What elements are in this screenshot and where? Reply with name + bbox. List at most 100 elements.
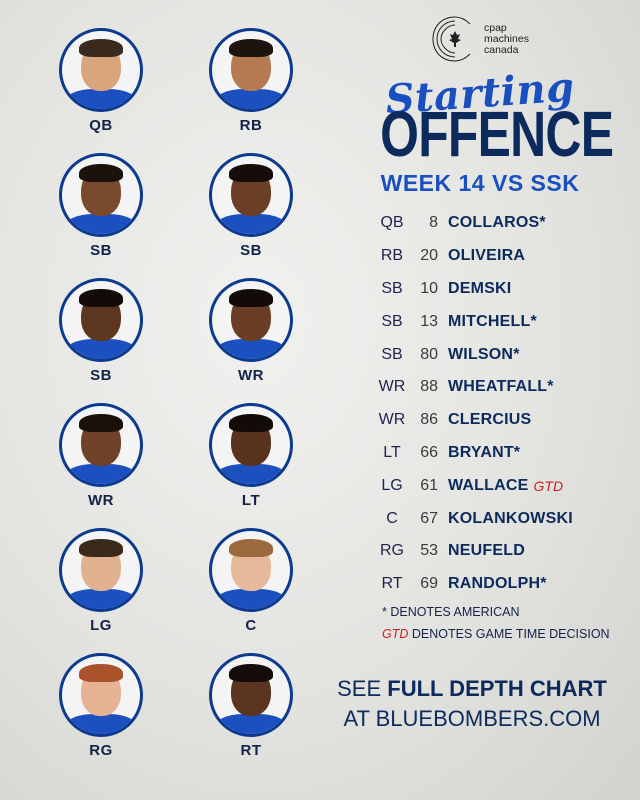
player-portrait-3: SB (46, 153, 156, 259)
roster-row: RB 20 OLIVEIRA (374, 240, 614, 273)
roster-player-name: RANDOLPH* (448, 575, 547, 593)
player-position-label: WR (88, 492, 114, 509)
cta-prefix: SEE (337, 676, 388, 701)
roster-row: C 67 KOLANKOWSKI (374, 502, 614, 535)
player-portrait-10: C (196, 528, 306, 634)
player-portrait-11: RG (46, 653, 156, 759)
roster-number: 13 (420, 312, 438, 330)
roster-number: 10 (420, 279, 438, 297)
roster-player-name: COLLAROS* (448, 214, 546, 232)
roster-player-name: NEUFELD (448, 542, 525, 560)
player-position-label: C (245, 617, 257, 634)
note-american: * DENOTES AMERICAN (382, 605, 520, 619)
roster-position: WR (378, 411, 406, 429)
title-main: OFFENCE (380, 98, 614, 170)
roster-position: RB (380, 247, 404, 265)
player-position-label: WR (238, 367, 264, 384)
player-position-label: RG (89, 742, 113, 759)
roster-row: LT 66 BRYANT* (374, 437, 614, 470)
roster-row: WR 88 WHEATFALL* (374, 371, 614, 404)
player-portrait-7: WR (46, 403, 156, 509)
player-photo (209, 28, 293, 112)
player-photo (209, 153, 293, 237)
roster-number: 80 (420, 345, 438, 363)
gtd-badge: GTD (533, 477, 564, 494)
player-position-label: LT (241, 492, 261, 509)
sponsor-name: cpap machines canada (484, 23, 529, 56)
player-position-label: SB (240, 242, 262, 259)
depth-chart-cta: SEE FULL DEPTH CHART AT BLUEBOMBERS.COM (330, 676, 614, 732)
player-portrait-6: WR (196, 278, 306, 384)
roster-number: 53 (420, 542, 438, 560)
roster-position: RG (380, 542, 404, 560)
roster-player-name: DEMSKI (448, 279, 512, 297)
player-portrait-2: RB (196, 28, 306, 134)
player-portrait-1: QB (46, 28, 156, 134)
cta-line-1: SEE FULL DEPTH CHART (330, 676, 614, 702)
roster-number: 88 (420, 378, 438, 396)
roster-player-name: MITCHELL* (448, 312, 537, 330)
player-portrait-9: LG (46, 528, 156, 634)
roster-row: RG 53 NEUFELD (374, 535, 614, 568)
roster-position: C (386, 509, 398, 527)
roster-row: LG 61 WALLACE GTD (374, 469, 614, 502)
gtd-key: GTD (382, 627, 409, 641)
roster-row: SB 80 WILSON* (374, 338, 614, 371)
roster-row: RT 69 RANDOLPH* (374, 568, 614, 601)
player-portrait-8: LT (196, 403, 306, 509)
player-position-label: RT (240, 742, 262, 759)
player-portrait-4: SB (196, 153, 306, 259)
roster-position: RT (381, 575, 403, 593)
roster-number: 86 (420, 411, 438, 429)
player-photo (59, 528, 143, 612)
roster-row: SB 10 DEMSKI (374, 273, 614, 306)
roster-position: SB (381, 279, 403, 297)
roster-position: SB (381, 312, 403, 330)
player-photo (59, 653, 143, 737)
player-position-label: SB (90, 367, 112, 384)
roster-number: 69 (420, 575, 438, 593)
cta-bold: FULL DEPTH CHART (387, 676, 607, 701)
sponsor-logo: cpap machines canada (430, 14, 570, 68)
roster-player-name: WALLACE (448, 476, 529, 494)
player-photo (59, 278, 143, 362)
cpap-maple-leaf-icon (432, 16, 471, 62)
roster-row: QB 8 COLLAROS* (374, 207, 614, 240)
player-photo (209, 278, 293, 362)
player-portrait-12: RT (196, 653, 306, 759)
roster-number: 66 (420, 443, 438, 461)
roster-row: WR 86 CLERCIUS (374, 404, 614, 437)
roster-position: WR (378, 378, 406, 396)
roster-position: QB (380, 214, 404, 232)
player-photo (209, 403, 293, 487)
roster-row: SB 13 MITCHELL* (374, 305, 614, 338)
roster-position: LT (383, 443, 401, 461)
sponsor-line-3: canada (484, 44, 519, 56)
roster-position: LG (381, 476, 403, 494)
roster-player-name: WILSON* (448, 345, 520, 363)
player-position-label: SB (90, 242, 112, 259)
roster-number: 61 (420, 476, 438, 494)
player-position-label: RB (239, 117, 263, 134)
player-photo (59, 403, 143, 487)
sponsor-line-1: cpap (484, 22, 507, 34)
player-portrait-5: SB (46, 278, 156, 384)
roster-position: SB (381, 345, 403, 363)
player-photo (209, 653, 293, 737)
roster-number: 20 (420, 247, 438, 265)
game-subtitle: WEEK 14 VS SSK (380, 170, 580, 196)
player-photo (59, 28, 143, 112)
roster-player-name: CLERCIUS (448, 411, 532, 429)
roster-player-name: BRYANT* (448, 443, 521, 461)
note-gtd: GTD DENOTES GAME TIME DECISION (382, 627, 610, 649)
roster-number: 8 (429, 214, 438, 232)
player-photo (209, 528, 293, 612)
roster-player-name: WHEATFALL* (448, 378, 554, 396)
player-position-label: LG (90, 617, 112, 634)
cta-url[interactable]: AT BLUEBOMBERS.COM (343, 706, 601, 731)
roster-player-name: KOLANKOWSKI (448, 509, 573, 527)
sponsor-line-2: machines (484, 33, 529, 45)
player-photo (59, 153, 143, 237)
legend-notes: * DENOTES AMERICAN GTD DENOTES GAME TIME… (382, 605, 610, 649)
roster-number: 67 (420, 509, 438, 527)
